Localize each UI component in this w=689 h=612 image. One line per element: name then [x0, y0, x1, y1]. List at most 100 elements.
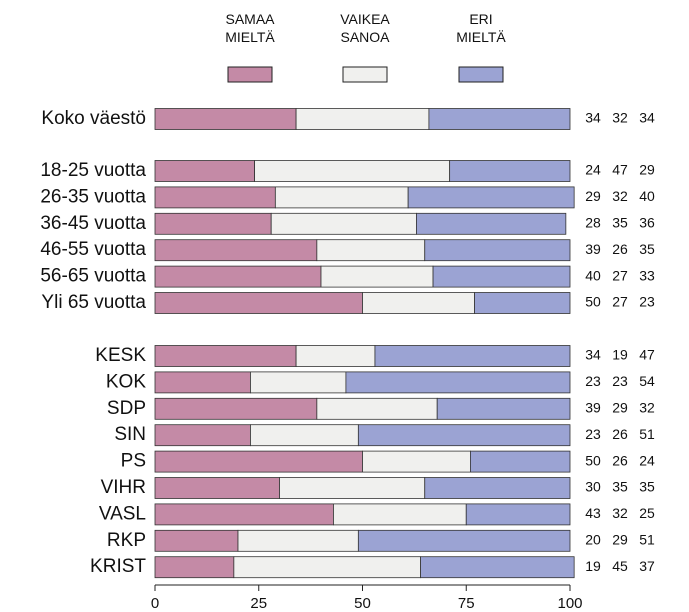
bar-segment [357, 424, 571, 447]
bar-segment [436, 397, 571, 420]
value-label: 23 [585, 373, 601, 389]
category-label: KOK [106, 371, 146, 392]
x-tick-label: 75 [458, 595, 475, 612]
bar-segment [424, 239, 571, 262]
bar-segment [279, 477, 426, 499]
bar-segment [154, 265, 322, 288]
value-label: 45 [612, 558, 628, 574]
bar-segment [465, 503, 571, 526]
category-label: 46-55 vuotta [40, 239, 146, 260]
legend-label: ERI MIELTÄ [456, 11, 506, 45]
category-label: 36-45 vuotta [40, 213, 146, 234]
bar-segment [424, 477, 571, 499]
bar-segment [320, 265, 434, 288]
bar-segment [428, 108, 571, 130]
value-label: 23 [639, 294, 655, 310]
value-label: 29 [639, 162, 655, 178]
bar-segment [316, 397, 438, 420]
value-label: 26 [612, 426, 628, 442]
value-label: 24 [639, 452, 655, 468]
bar-segment [154, 397, 318, 420]
value-label: 39 [585, 400, 601, 416]
bar-segment [407, 186, 575, 209]
category-label: 26-35 vuotta [40, 186, 146, 207]
value-label: 40 [639, 188, 655, 204]
bar-segment [362, 292, 475, 314]
value-label: 35 [639, 479, 655, 495]
bar-segment [154, 345, 297, 367]
bar-segment [295, 345, 376, 367]
category-label: KESK [95, 345, 146, 366]
category-label: VIHR [101, 477, 146, 498]
bar-segment [295, 108, 430, 130]
value-label: 23 [612, 373, 628, 389]
x-tick-label: 50 [354, 595, 371, 612]
value-label: 20 [585, 532, 601, 548]
bar-segment [345, 371, 571, 394]
value-label: 40 [585, 267, 601, 283]
value-label: 50 [585, 294, 601, 310]
bar-segment [254, 160, 451, 182]
value-label: 34 [585, 110, 601, 126]
value-label: 37 [639, 558, 655, 574]
category-label: 18-25 vuotta [40, 160, 146, 181]
value-label: 47 [612, 162, 628, 178]
bar-segment [154, 239, 318, 262]
bar-segment [154, 556, 235, 579]
value-label: 47 [639, 347, 655, 363]
value-label: 26 [612, 452, 628, 468]
value-label: 35 [612, 479, 628, 495]
legend-label: SAMAA MIELTÄ [225, 11, 275, 45]
value-label: 19 [612, 347, 628, 363]
category-label: PS [121, 451, 146, 472]
bar-segment [420, 556, 575, 579]
value-label: 36 [639, 215, 655, 231]
bar-segment [154, 424, 251, 447]
value-label: 28 [585, 215, 601, 231]
value-label: 51 [639, 532, 655, 548]
legend-swatch [342, 66, 388, 83]
x-tick-label: 0 [151, 595, 159, 612]
bar-segment [432, 265, 571, 288]
category-label: Koko väestö [41, 108, 146, 129]
value-label: 34 [585, 347, 601, 363]
value-label: 34 [639, 110, 655, 126]
category-label: VASL [99, 503, 146, 524]
bar-segment [237, 529, 359, 552]
bar-segment [270, 212, 417, 235]
value-label: 51 [639, 426, 655, 442]
value-label: 35 [639, 241, 655, 257]
value-label: 29 [612, 400, 628, 416]
value-label: 32 [639, 400, 655, 416]
value-label: 39 [585, 241, 601, 257]
bar-segment [154, 503, 334, 526]
value-label: 33 [639, 267, 655, 283]
value-label: 54 [639, 373, 655, 389]
bar-segment [233, 556, 422, 579]
category-label: RKP [107, 530, 146, 551]
bar-segment [333, 503, 467, 526]
legend-swatch [458, 66, 504, 83]
bar-segment [274, 186, 409, 209]
value-label: 43 [585, 505, 601, 521]
bar-segment [154, 529, 239, 552]
bar-segment [154, 477, 280, 499]
category-label: Yli 65 vuotta [41, 292, 146, 313]
category-label: KRIST [90, 556, 146, 577]
value-label: 27 [612, 267, 628, 283]
value-label: 32 [612, 505, 628, 521]
value-label: 25 [639, 505, 655, 521]
category-label: 56-65 vuotta [40, 266, 146, 287]
value-label: 29 [585, 188, 601, 204]
legend-label: VAIKEA SANOA [340, 11, 390, 45]
bar-segment [154, 371, 251, 394]
value-label: 32 [612, 188, 628, 204]
value-label: 32 [612, 110, 628, 126]
x-tick-label: 100 [557, 595, 582, 612]
bar-segment [416, 212, 567, 235]
category-label: SIN [114, 424, 146, 445]
bar-segment [316, 239, 426, 262]
bar-segment [154, 186, 276, 209]
bar-segment [250, 371, 347, 394]
